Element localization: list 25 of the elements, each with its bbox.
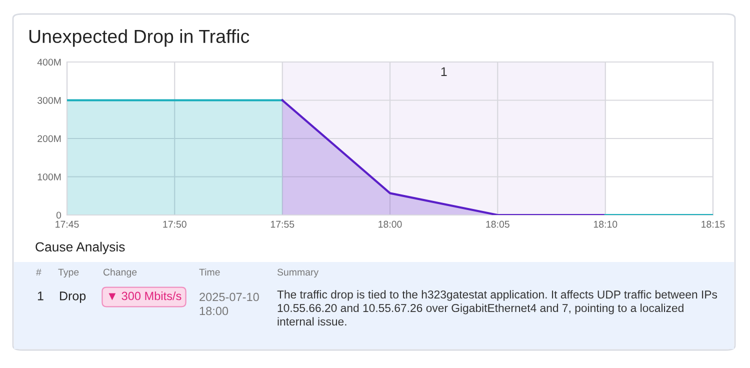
x-tick-label: 17:45 (56, 220, 79, 228)
text: 1 (38, 292, 44, 300)
text: Change (103, 268, 137, 278)
text: Summary (277, 268, 319, 278)
y-tick-label: 100M (38, 173, 61, 180)
y-tick-label: 200M (38, 135, 61, 142)
x-tick-label: 18:00 (378, 220, 402, 228)
x-tick-label: 18:10 (594, 220, 618, 228)
text: Type (58, 268, 79, 278)
x-tick-label: 17:50 (163, 220, 186, 228)
band-label: 1 (441, 67, 447, 76)
y-tick-label: 300M (37, 96, 61, 104)
text: Drop (60, 292, 86, 303)
chart-title: Unexpected Drop in Traffic (29, 29, 250, 47)
y-tick-label: 400M (37, 58, 61, 66)
text: 2025-07-10 18:00 (200, 292, 259, 316)
x-tick-label: 18:15 (702, 220, 725, 228)
x-tick-label: 18:05 (486, 220, 510, 228)
text: Time (199, 268, 220, 276)
text: Cause Analysis (36, 242, 125, 254)
x-tick-label: 17:55 (270, 220, 294, 228)
text: The traffic drop is tied to the h323gatestat application. It affects UDP traffic between IPs 10.55.66.20 and 10.55.67.26 over GigabitEthernet4 and 7, pointing to a localized internal issue. (277, 290, 718, 326)
text: # (36, 268, 42, 276)
y-tick-label: 0 (56, 212, 62, 219)
text: ▼ 300 Mbits/s (108, 291, 182, 300)
